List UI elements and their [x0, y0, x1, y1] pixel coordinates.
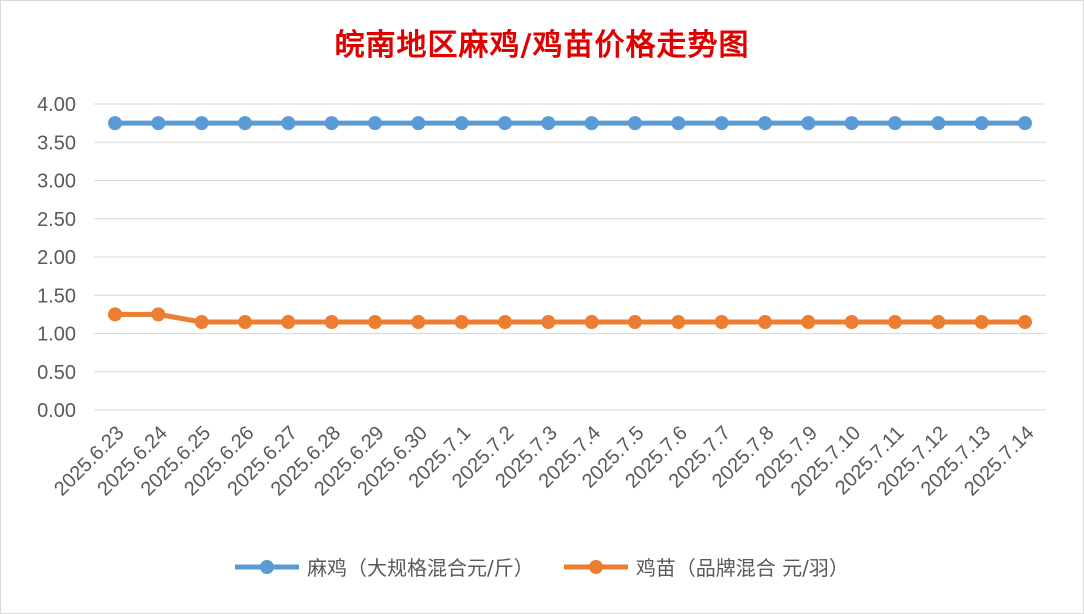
y-tick-label: 3.50 [37, 132, 76, 154]
series-2-point [758, 315, 772, 330]
legend-swatch-series-1 [235, 559, 300, 574]
series-2-point [541, 315, 556, 330]
y-tick-label: 1.00 [37, 324, 76, 346]
series-2-point [974, 315, 989, 330]
legend: 麻鸡（大规格混合元/斤） 鸡苗（品牌混合 元/羽） [0, 552, 1084, 581]
series-1-point [888, 116, 902, 131]
series-2-point [108, 307, 122, 322]
series-2-point [931, 315, 946, 330]
y-tick-label: 2.00 [37, 247, 76, 269]
x-axis-ticks: 2025.6.232025.6.242025.6.252025.6.262025… [50, 422, 1038, 500]
series-group [108, 116, 1032, 330]
y-tick-label: 1.50 [37, 285, 76, 307]
series-2-line [115, 311, 1025, 325]
series-1-point [324, 116, 339, 131]
grid-lines [94, 103, 1046, 411]
legend-label-series-1: 麻鸡（大规格混合元/斤） [307, 556, 534, 580]
legend-label-series-2: 鸡苗（品牌混合 元/羽） [635, 556, 849, 580]
series-1-point [628, 116, 642, 131]
legend-item-series-1: 麻鸡（大规格混合元/斤） [235, 552, 534, 581]
series-2-point [801, 315, 816, 330]
series-1-point [974, 116, 989, 131]
series-1-point [1018, 116, 1032, 131]
legend-swatch-series-2 [563, 559, 628, 574]
series-1-point [584, 116, 599, 131]
series-1-point [108, 116, 122, 131]
series-2-point [194, 315, 209, 330]
series-1-point [368, 116, 382, 131]
series-2-point [324, 315, 339, 330]
series-1-point [454, 116, 469, 131]
series-1-point [541, 116, 556, 131]
series-1-point [714, 116, 729, 131]
series-2-point [411, 315, 426, 330]
series-1-point [931, 116, 946, 131]
series-2-point [671, 315, 686, 330]
series-1-point [281, 116, 296, 131]
y-tick-label: 4.00 [37, 94, 76, 116]
series-2-point [714, 315, 729, 330]
y-axis-ticks: 0.00 0.50 1.00 1.50 2.00 2.50 3.00 3.50 4.00 [37, 94, 76, 422]
series-1-point [801, 116, 816, 131]
series-1-point [194, 116, 209, 131]
series-2-point [888, 315, 902, 330]
series-1-point [844, 116, 859, 131]
series-2-point [844, 315, 859, 330]
chart-title: 皖南地区麻鸡/鸡苗价格走势图 [334, 28, 750, 63]
series-2-point [1018, 315, 1032, 330]
series-1-point [151, 116, 166, 131]
series-2-point [584, 315, 599, 330]
series-1-point [238, 116, 252, 131]
series-2-point [628, 315, 642, 330]
series-2-point [238, 315, 252, 330]
series-2-point [281, 315, 296, 330]
series-2-point [151, 307, 166, 322]
legend-item-series-2: 鸡苗（品牌混合 元/羽） [563, 552, 849, 581]
series-1-point [411, 116, 426, 131]
series-2-point [454, 315, 469, 330]
y-tick-label: 0.00 [37, 400, 76, 422]
y-tick-label: 2.50 [37, 209, 76, 231]
series-1-point [671, 116, 686, 131]
series-2-point [368, 315, 382, 330]
y-tick-label: 0.50 [37, 362, 76, 384]
series-1-point [758, 116, 772, 131]
series-2-point [498, 315, 512, 330]
series-1-point [498, 116, 512, 131]
y-tick-label: 3.00 [37, 171, 76, 193]
